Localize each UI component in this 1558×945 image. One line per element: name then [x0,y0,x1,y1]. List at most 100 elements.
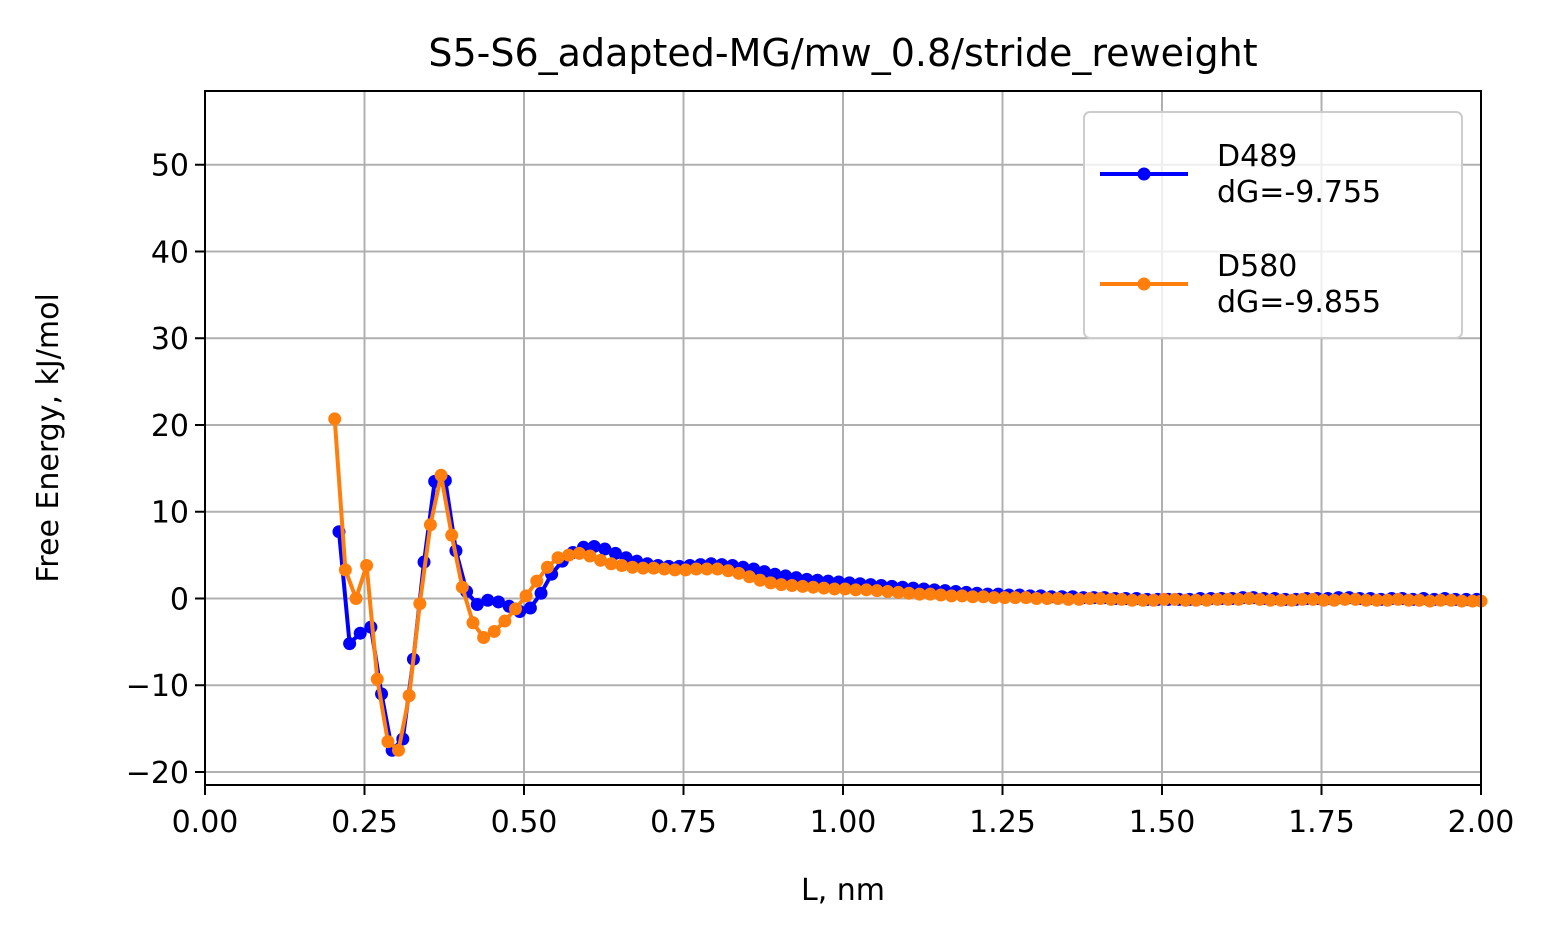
data-point [1232,592,1246,606]
data-point [1412,593,1426,607]
legend-label: dG=-9.755 [1217,175,1381,210]
data-point [689,562,703,576]
data-point [615,559,629,573]
legend-swatch-marker [1137,167,1151,181]
data-point [402,689,416,703]
data-point [1136,593,1150,607]
data-point [923,587,937,601]
data-point [445,528,459,542]
data-point [370,672,384,686]
data-point [1093,591,1107,605]
data-point [1380,593,1394,607]
y-tick-label: 50 [151,149,189,184]
x-tick-label: 2.00 [1448,805,1515,840]
data-point [625,560,639,574]
data-point [668,563,682,577]
data-point [1391,592,1405,606]
data-point [349,591,363,605]
data-point [859,583,873,597]
data-point [1072,592,1086,606]
data-point [1338,592,1352,606]
x-tick-label: 0.25 [331,805,398,840]
y-tick-label: 30 [151,322,189,357]
data-point [498,614,512,628]
data-point [519,589,533,603]
data-point [817,581,831,595]
data-point [1349,592,1363,606]
data-point [1444,593,1458,607]
data-point [343,637,357,651]
x-tick-label: 1.50 [1129,805,1196,840]
data-point [1295,592,1309,606]
data-point [785,578,799,592]
data-point [849,583,863,597]
data-point [1061,592,1075,606]
data-point [530,574,544,588]
data-point [381,735,395,749]
data-point [1008,591,1022,605]
data-point [700,562,714,576]
data-point [534,586,548,600]
data-point [764,576,778,590]
x-tick-label: 0.75 [650,805,717,840]
data-point [721,564,735,578]
data-point [413,597,427,611]
chart-title: S5-S6_adapted-MG/mw_0.8/stride_reweight [428,31,1257,75]
data-point [774,578,788,592]
data-point [1274,593,1288,607]
data-point [891,585,905,599]
data-point [572,546,586,560]
data-point [753,573,767,587]
y-tick-label: 0 [170,582,189,617]
data-point [1051,591,1065,605]
data-point [1370,593,1384,607]
data-point [562,548,576,562]
data-point [955,589,969,603]
data-point [353,626,367,640]
data-point [1306,592,1320,606]
data-point [944,589,958,603]
data-point [1285,593,1299,607]
data-point [657,562,671,576]
data-point [481,593,495,607]
data-point [360,559,374,573]
y-tick-label: 10 [151,496,189,531]
legend-box [1083,111,1463,339]
legend-label: D489 [1217,139,1297,174]
data-point [1402,593,1416,607]
x-tick-label: 0.50 [491,805,558,840]
data-point [1030,591,1044,605]
data-point [1178,593,1192,607]
data-point [976,590,990,604]
data-point [487,624,501,638]
x-tick-label: 1.75 [1288,805,1355,840]
data-point [902,586,916,600]
y-tick-label: 20 [151,409,189,444]
data-point [711,562,725,576]
data-point [1168,592,1182,606]
data-point [1434,593,1448,607]
data-point [998,591,1012,605]
data-point [1263,593,1277,607]
data-point [1317,593,1331,607]
data-point [1189,593,1203,607]
data-point [1104,592,1118,606]
data-point [423,518,437,532]
data-point [392,743,406,757]
data-point [551,551,565,565]
data-point [881,585,895,599]
data-point [838,582,852,596]
data-point [598,542,612,556]
data-point [491,595,505,609]
data-point [540,560,554,574]
data-point [523,601,537,615]
data-point [1040,591,1054,605]
data-point [466,616,480,630]
data-point [1019,591,1033,605]
data-point [647,561,661,575]
y-tick-label: −10 [126,669,189,704]
data-point [509,602,523,616]
data-point [1115,592,1129,606]
